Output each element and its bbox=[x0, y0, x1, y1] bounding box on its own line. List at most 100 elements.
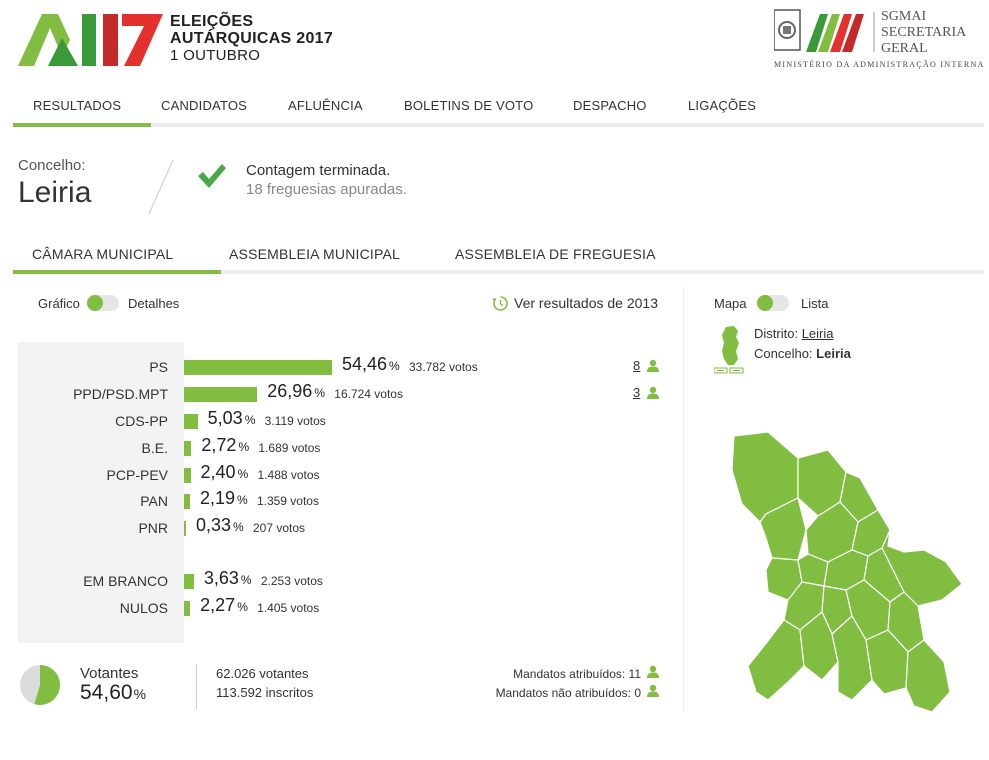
result-pct-sign: % bbox=[236, 493, 248, 507]
person-icon bbox=[647, 684, 659, 697]
result-pct-sign: % bbox=[238, 440, 250, 454]
district-link[interactable]: Leiria bbox=[801, 326, 834, 341]
map-parish bbox=[831, 615, 873, 701]
turnout-pct-value: 54,60 bbox=[80, 681, 133, 704]
result-percentage: 2,72% bbox=[201, 435, 249, 456]
result-pct-sign: % bbox=[244, 413, 256, 427]
toggle-label-grafico[interactable]: Gráfico bbox=[38, 296, 80, 311]
result-votes: 16.724 votos bbox=[334, 387, 403, 401]
municipality-label: Concelho: bbox=[754, 346, 813, 361]
result-bar bbox=[184, 360, 332, 375]
result-pct-sign: % bbox=[233, 520, 244, 534]
party-label: PAN bbox=[140, 493, 168, 509]
result-pct-value: 26,96 bbox=[267, 381, 313, 401]
result-pct-value: 3,63 bbox=[203, 568, 239, 588]
party-label: PNR bbox=[138, 520, 168, 536]
mandates-unassigned: Mandatos não atribuídos: 0 bbox=[495, 686, 641, 700]
panel-divider bbox=[683, 287, 684, 712]
election-title: ELEIÇÕES AUTÁRQUICAS 2017 1 OUTUBRO bbox=[170, 13, 333, 64]
party-label: PCP-PEV bbox=[106, 467, 168, 483]
sgmai-logo[interactable]: SGMAI SECRETARIA GERAL MINISTÉRIO DA ADM… bbox=[773, 8, 984, 70]
result-pct-sign: % bbox=[237, 600, 248, 614]
sgmai-line3: GERAL bbox=[881, 41, 928, 56]
count-status-detail: 18 freguesias apuradas. bbox=[246, 181, 407, 198]
sgmai-line2: SECRETARIA bbox=[881, 25, 967, 40]
portugal-locator-map[interactable] bbox=[714, 325, 746, 375]
site-header: ELEIÇÕES AUTÁRQUICAS 2017 1 OUTUBRO SGMA… bbox=[0, 0, 989, 88]
chart-details-toggle[interactable] bbox=[87, 295, 119, 311]
map-parish bbox=[905, 639, 951, 713]
tab-active-indicator bbox=[13, 270, 221, 274]
mandates-link[interactable]: 8 bbox=[633, 358, 641, 373]
title-line2: AUTÁRQUICAS 2017 bbox=[170, 30, 334, 47]
map-parish bbox=[759, 497, 807, 561]
ministry-emblem bbox=[773, 9, 875, 52]
result-bar bbox=[184, 574, 194, 589]
result-percentage: 2,40% bbox=[201, 462, 249, 483]
mandates-assigned: Mandatos atribuídos: 11 bbox=[513, 667, 641, 681]
result-percentage: 26,96% bbox=[267, 381, 325, 402]
district-label: Distrito: bbox=[754, 326, 799, 341]
nav-ligacoes[interactable]: LIGAÇÕES bbox=[688, 98, 757, 113]
stats-divider bbox=[196, 664, 197, 709]
result-votes: 1.405 votos bbox=[257, 601, 320, 615]
person-icon bbox=[647, 386, 659, 399]
result-pct-value: 54,46 bbox=[342, 354, 388, 374]
result-pct-sign: % bbox=[314, 386, 325, 400]
result-votes: 207 votos bbox=[253, 521, 306, 535]
main-nav: RESULTADOS CANDIDATOS AFLUÊNCIA BOLETINS… bbox=[13, 88, 984, 127]
result-votes: 3.119 votos bbox=[264, 414, 326, 428]
turnout-pct-sign: % bbox=[133, 686, 147, 702]
nav-active-indicator bbox=[13, 123, 151, 127]
result-votes: 2.253 votos bbox=[260, 574, 323, 588]
divider-slash bbox=[148, 159, 174, 215]
result-percentage: 5,03% bbox=[208, 408, 256, 429]
toggle-knob bbox=[87, 295, 103, 311]
title-line1: ELEIÇÕES bbox=[170, 13, 254, 30]
toggle-label-mapa[interactable]: Mapa bbox=[714, 296, 747, 311]
result-pct-sign: % bbox=[240, 573, 252, 587]
tab-camara-municipal[interactable]: CÂMARA MUNICIPAL bbox=[32, 246, 174, 262]
a17-logo[interactable] bbox=[18, 14, 163, 66]
result-pct-value: 0,33 bbox=[196, 515, 232, 535]
registered-count: 113.592 inscritos bbox=[216, 685, 314, 700]
result-pct-value: 2,27 bbox=[200, 595, 236, 615]
municipality-map[interactable] bbox=[728, 430, 964, 715]
sgmai-line1: SGMAI bbox=[881, 9, 927, 24]
tab-assembleia-de-freguesia[interactable]: ASSEMBLEIA DE FREGUESIA bbox=[455, 246, 656, 262]
result-bar bbox=[184, 441, 192, 456]
nav-resultados[interactable]: RESULTADOS bbox=[33, 98, 122, 113]
results-labels-panel bbox=[18, 342, 184, 643]
election-body-tabs: CÂMARA MUNICIPAL ASSEMBLEIA MUNICIPAL AS… bbox=[13, 236, 984, 274]
toggle-label-detalhes[interactable]: Detalhes bbox=[128, 296, 180, 311]
result-votes: 33.782 votos bbox=[409, 360, 478, 374]
toggle-knob bbox=[757, 295, 773, 311]
previous-results-label: Ver resultados de 2013 bbox=[514, 295, 658, 311]
result-bar bbox=[184, 468, 191, 483]
nav-despacho[interactable]: DESPACHO bbox=[573, 98, 647, 113]
map-list-toggle[interactable] bbox=[757, 295, 789, 311]
party-label: EM BRANCO bbox=[83, 573, 168, 589]
party-label: PS bbox=[149, 359, 168, 375]
result-pct-sign: % bbox=[389, 359, 400, 373]
result-votes: 1.488 votos bbox=[257, 468, 320, 482]
result-percentage: 3,63% bbox=[204, 568, 252, 589]
turnout-pie-chart bbox=[20, 665, 61, 705]
tab-assembleia-municipal[interactable]: ASSEMBLEIA MUNICIPAL bbox=[229, 246, 401, 262]
toggle-label-lista[interactable]: Lista bbox=[801, 296, 829, 311]
turnout-percentage: 54,60% bbox=[80, 681, 146, 705]
result-pct-value: 2,19 bbox=[199, 488, 235, 508]
district-info: Distrito: Leiria bbox=[754, 326, 833, 341]
history-icon bbox=[492, 296, 508, 311]
voters-count: 62.026 votantes bbox=[216, 666, 309, 681]
nav-boletins-de-voto[interactable]: BOLETINS DE VOTO bbox=[404, 98, 534, 113]
election-date: 1 OUTUBRO bbox=[170, 47, 261, 64]
mandates-link[interactable]: 3 bbox=[633, 385, 641, 400]
municipality-info: Concelho: Leiria bbox=[754, 346, 851, 361]
nav-afluencia[interactable]: AFLUÊNCIA bbox=[288, 98, 363, 113]
concelho-name: Leiria bbox=[18, 176, 92, 209]
nav-candidatos[interactable]: CANDIDATOS bbox=[161, 98, 248, 113]
result-bar bbox=[184, 601, 191, 616]
concelho-label: Concelho: bbox=[18, 157, 86, 174]
result-votes: 1.689 votos bbox=[258, 441, 321, 455]
